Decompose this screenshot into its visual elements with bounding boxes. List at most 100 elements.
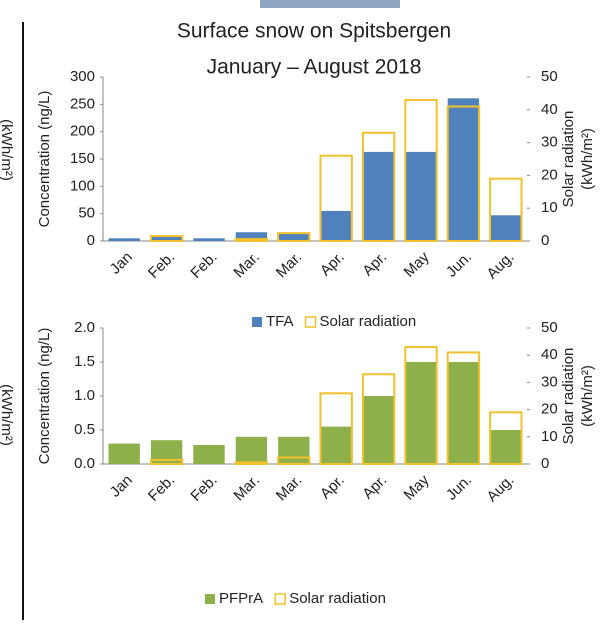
y-tick-label: 0.5	[74, 421, 95, 438]
bar	[490, 215, 522, 241]
legend-swatch	[252, 317, 262, 327]
y2-tick-label: 50	[541, 68, 558, 85]
x-tick-label: Mar.	[230, 472, 263, 505]
bar	[150, 440, 183, 464]
legend-label: PFPrA	[219, 590, 263, 607]
y2-tick-label: 40	[541, 346, 558, 363]
bar	[320, 210, 352, 241]
solar-bar	[149, 235, 184, 243]
y-tick-label: 0	[87, 232, 95, 249]
bar	[150, 236, 183, 241]
x-tick-label: Apr.	[359, 249, 390, 280]
solar-bar	[319, 154, 353, 242]
bar	[447, 98, 480, 241]
bar	[108, 238, 140, 241]
cropped-label: (kWh/m²)	[0, 384, 15, 446]
y2-axis-label: Solar radiation	[560, 348, 577, 445]
x-tick-label: Aug.	[484, 249, 518, 283]
y2-tick-label: 10	[541, 428, 558, 445]
cropped-image-strip	[260, 0, 400, 8]
bar	[362, 396, 395, 464]
bar	[405, 362, 437, 464]
y-tick-label: 300	[70, 68, 95, 85]
x-tick-label: Feb.	[187, 472, 220, 505]
y2-tick-label: 0	[541, 455, 549, 472]
legend-swatch	[205, 594, 215, 604]
solar-bar	[404, 346, 438, 466]
bar	[447, 362, 480, 464]
cropped-label: (kWh/m²)	[0, 119, 15, 181]
bar	[490, 430, 522, 464]
solar-bar	[489, 411, 523, 466]
y2-tick-label: 30	[541, 134, 558, 151]
bar	[235, 436, 268, 464]
chart-title: Surface snow on Spitsbergen	[177, 20, 451, 43]
x-tick-label: Jun.	[443, 249, 475, 281]
x-tick-label: Mar.	[273, 249, 306, 282]
y-axis-label: Concentration (ng/L)	[36, 91, 53, 228]
x-tick-label: Feb.	[145, 472, 178, 505]
bar	[405, 151, 437, 241]
solar-bar	[234, 461, 269, 466]
x-tick-label: Jan	[107, 472, 136, 501]
x-tick-label: Feb.	[145, 249, 178, 282]
legend-label: Solar radiation	[320, 313, 417, 330]
solar-bar	[446, 351, 481, 466]
y-tick-label: 50	[78, 205, 95, 222]
x-tick-label: Jan	[107, 249, 136, 278]
y-tick-label: 0.0	[74, 455, 95, 472]
y2-axis-label: (kWh/m²)	[579, 128, 596, 190]
x-tick-label: Apr.	[317, 249, 348, 280]
solar-bar	[361, 373, 396, 465]
y2-tick-label: 30	[541, 373, 558, 390]
legend-swatch	[274, 593, 286, 605]
bar	[193, 238, 225, 241]
bar	[108, 443, 140, 464]
y2-axis-label: Solar radiation	[560, 111, 577, 208]
x-tick-label: Mar.	[230, 249, 263, 282]
chart-title: January – August 2018	[207, 56, 422, 79]
solar-bar	[149, 458, 184, 466]
x-tick-label: Apr.	[359, 472, 390, 503]
solar-bar	[446, 105, 481, 242]
x-tick-label: May	[401, 248, 433, 280]
y2-tick-label: 10	[541, 199, 558, 216]
y-tick-label: 150	[70, 150, 95, 167]
x-tick-label: Mar.	[273, 472, 306, 505]
legend-label: TFA	[266, 313, 294, 330]
y-tick-label: 2.0	[74, 319, 95, 336]
solar-bar	[277, 232, 311, 243]
solar-bar	[277, 456, 311, 465]
y2-tick-label: 50	[541, 319, 558, 336]
y2-tick-label: 0	[541, 232, 549, 249]
y-tick-label: 1.5	[74, 353, 95, 370]
legend-swatch	[304, 316, 317, 328]
x-tick-label: Apr.	[317, 472, 348, 503]
y2-axis-label: (kWh/m²)	[579, 365, 596, 427]
y2-tick-label: 20	[541, 401, 558, 418]
y2-tick-label: 40	[541, 101, 558, 118]
legend-label: Solar radiation	[289, 590, 386, 607]
bar	[278, 233, 310, 241]
y2-tick-label: 20	[541, 166, 558, 183]
solar-bar	[319, 392, 353, 465]
solar-bar	[404, 98, 438, 242]
bar	[362, 151, 395, 241]
y-tick-label: 200	[70, 123, 95, 140]
x-tick-label: Feb.	[187, 249, 220, 282]
bar	[193, 444, 225, 464]
y-tick-label: 1.0	[74, 387, 95, 404]
y-tick-label: 250	[70, 95, 95, 112]
solar-bar	[489, 177, 523, 242]
y-tick-label: 100	[70, 177, 95, 194]
x-tick-label: Aug.	[484, 472, 518, 506]
x-tick-label: May	[401, 471, 433, 503]
y-axis-label: Concentration (ng/L)	[36, 328, 53, 465]
bar	[235, 232, 268, 241]
x-tick-label: Jun.	[443, 472, 475, 504]
solar-bar	[234, 238, 269, 242]
bar	[320, 426, 352, 464]
solar-bar	[361, 131, 396, 242]
bar	[278, 436, 310, 464]
